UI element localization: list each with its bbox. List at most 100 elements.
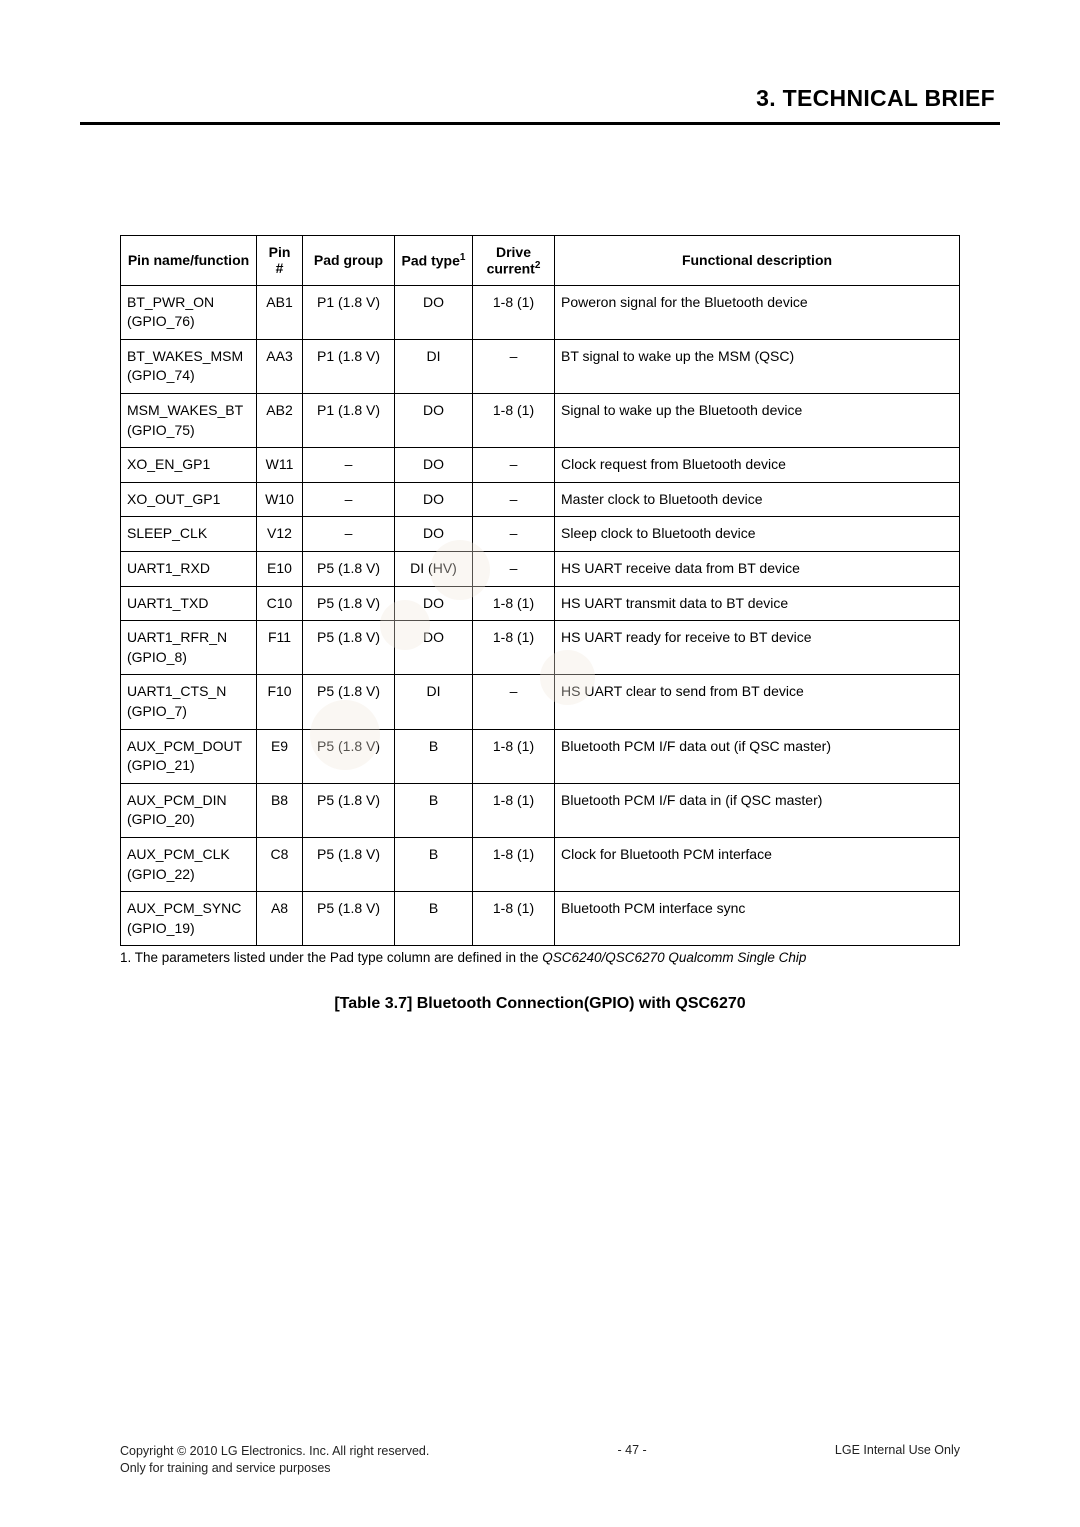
table-row: UART1_RXDE10P5 (1.8 V)DI (HV)–HS UART re… bbox=[121, 552, 960, 587]
table-row: AUX_PCM_DIN(GPIO_20)B8P5 (1.8 V)B1-8 (1)… bbox=[121, 783, 960, 837]
footnote-line: 1. The parameters listed under the Pad t… bbox=[120, 950, 960, 965]
cell-pad-type: DO bbox=[395, 394, 473, 448]
cell-pin-num: V12 bbox=[257, 517, 303, 552]
section-title: 3. TECHNICAL BRIEF bbox=[80, 85, 1000, 122]
table-row: UART1_RFR_N(GPIO_8)F11P5 (1.8 V)DO1-8 (1… bbox=[121, 621, 960, 675]
table-row: MSM_WAKES_BT(GPIO_75)AB2P1 (1.8 V)DO1-8 … bbox=[121, 394, 960, 448]
cell-pin-name: AUX_PCM_SYNC(GPIO_19) bbox=[121, 892, 257, 946]
col-header-drive: Drive current2 bbox=[473, 236, 555, 286]
cell-pin-name: XO_EN_GP1 bbox=[121, 448, 257, 483]
table-row: BT_WAKES_MSM(GPIO_74)AA3P1 (1.8 V)DI–BT … bbox=[121, 339, 960, 393]
cell-pad-group: P1 (1.8 V) bbox=[303, 285, 395, 339]
cell-description: Bluetooth PCM I/F data out (if QSC maste… bbox=[555, 729, 960, 783]
cell-pin-num: C10 bbox=[257, 586, 303, 621]
cell-pad-group: P5 (1.8 V) bbox=[303, 675, 395, 729]
col-header-func-desc: Functional description bbox=[555, 236, 960, 286]
cell-pin-name: BT_WAKES_MSM(GPIO_74) bbox=[121, 339, 257, 393]
cell-pin-name: UART1_CTS_N(GPIO_7) bbox=[121, 675, 257, 729]
cell-description: Clock request from Bluetooth device bbox=[555, 448, 960, 483]
cell-pad-type: DI bbox=[395, 339, 473, 393]
cell-pin-num: W11 bbox=[257, 448, 303, 483]
cell-description: Master clock to Bluetooth device bbox=[555, 482, 960, 517]
table-container: Pin name/function Pin # Pad group Pad ty… bbox=[120, 235, 960, 946]
cell-drive-current: – bbox=[473, 339, 555, 393]
cell-description: HS UART ready for receive to BT device bbox=[555, 621, 960, 675]
col-header-pad-type: Pad type1 bbox=[395, 236, 473, 286]
cell-pad-group: P5 (1.8 V) bbox=[303, 783, 395, 837]
table-row: UART1_TXDC10P5 (1.8 V)DO1-8 (1)HS UART t… bbox=[121, 586, 960, 621]
cell-drive-current: 1-8 (1) bbox=[473, 586, 555, 621]
cell-description: Bluetooth PCM interface sync bbox=[555, 892, 960, 946]
cell-drive-current: 1-8 (1) bbox=[473, 621, 555, 675]
footer-right: LGE Internal Use Only bbox=[835, 1443, 960, 1457]
col-header-pin-name: Pin name/function bbox=[121, 236, 257, 286]
col-header-pin-num: Pin # bbox=[257, 236, 303, 286]
table-header-row: Pin name/function Pin # Pad group Pad ty… bbox=[121, 236, 960, 286]
cell-pin-num: F11 bbox=[257, 621, 303, 675]
cell-pin-name: UART1_RFR_N(GPIO_8) bbox=[121, 621, 257, 675]
cell-description: HS UART receive data from BT device bbox=[555, 552, 960, 587]
cell-pin-num: B8 bbox=[257, 783, 303, 837]
cell-description: Bluetooth PCM I/F data in (if QSC master… bbox=[555, 783, 960, 837]
cell-drive-current: 1-8 (1) bbox=[473, 837, 555, 891]
cell-pin-name: UART1_TXD bbox=[121, 586, 257, 621]
cell-description: HS UART clear to send from BT device bbox=[555, 675, 960, 729]
cell-drive-current: 1-8 (1) bbox=[473, 729, 555, 783]
table-body: BT_PWR_ON(GPIO_76)AB1P1 (1.8 V)DO1-8 (1)… bbox=[121, 285, 960, 946]
cell-drive-current: – bbox=[473, 552, 555, 587]
cell-pin-num: E10 bbox=[257, 552, 303, 587]
cell-drive-current: – bbox=[473, 482, 555, 517]
table-row: BT_PWR_ON(GPIO_76)AB1P1 (1.8 V)DO1-8 (1)… bbox=[121, 285, 960, 339]
cell-pin-num: W10 bbox=[257, 482, 303, 517]
cell-pad-group: P5 (1.8 V) bbox=[303, 729, 395, 783]
cell-drive-current: 1-8 (1) bbox=[473, 394, 555, 448]
cell-pad-type: B bbox=[395, 892, 473, 946]
cell-pad-type: DI bbox=[395, 675, 473, 729]
cell-pad-type: DO bbox=[395, 586, 473, 621]
cell-pad-type: B bbox=[395, 837, 473, 891]
cell-description: HS UART transmit data to BT device bbox=[555, 586, 960, 621]
document-page: 3. TECHNICAL BRIEF Pin name/function Pin… bbox=[0, 0, 1080, 1527]
cell-pad-type: DO bbox=[395, 448, 473, 483]
purpose-line: Only for training and service purposes bbox=[120, 1460, 429, 1477]
cell-pad-group: P1 (1.8 V) bbox=[303, 339, 395, 393]
cell-drive-current: 1-8 (1) bbox=[473, 783, 555, 837]
cell-pad-type: DI (HV) bbox=[395, 552, 473, 587]
table-row: AUX_PCM_DOUT(GPIO_21)E9P5 (1.8 V)B1-8 (1… bbox=[121, 729, 960, 783]
cell-pin-name: BT_PWR_ON(GPIO_76) bbox=[121, 285, 257, 339]
cell-description: Signal to wake up the Bluetooth device bbox=[555, 394, 960, 448]
cell-pad-group: P5 (1.8 V) bbox=[303, 552, 395, 587]
cell-pad-group: P5 (1.8 V) bbox=[303, 586, 395, 621]
cell-pad-type: B bbox=[395, 729, 473, 783]
header-rule bbox=[80, 122, 1000, 125]
cell-pad-group: – bbox=[303, 448, 395, 483]
cell-pad-group: P5 (1.8 V) bbox=[303, 837, 395, 891]
footnote-italic: QSC6240/QSC6270 Qualcomm Single Chip bbox=[542, 950, 806, 965]
cell-pin-name: SLEEP_CLK bbox=[121, 517, 257, 552]
col-header-pad-group: Pad group bbox=[303, 236, 395, 286]
cell-pin-num: AB1 bbox=[257, 285, 303, 339]
cell-pin-name: XO_OUT_GP1 bbox=[121, 482, 257, 517]
cell-pin-num: AA3 bbox=[257, 339, 303, 393]
table-row: XO_OUT_GP1W10–DO–Master clock to Bluetoo… bbox=[121, 482, 960, 517]
cell-pin-name: MSM_WAKES_BT(GPIO_75) bbox=[121, 394, 257, 448]
cell-pad-type: DO bbox=[395, 285, 473, 339]
cell-pin-num: AB2 bbox=[257, 394, 303, 448]
cell-drive-current: – bbox=[473, 517, 555, 552]
cell-pin-name: AUX_PCM_CLK(GPIO_22) bbox=[121, 837, 257, 891]
table-row: UART1_CTS_N(GPIO_7)F10P5 (1.8 V)DI–HS UA… bbox=[121, 675, 960, 729]
table-caption: [Table 3.7] Bluetooth Connection(GPIO) w… bbox=[80, 995, 1000, 1013]
cell-pad-group: – bbox=[303, 482, 395, 517]
footnote-prefix: 1. The parameters listed under the Pad t… bbox=[120, 950, 542, 965]
cell-pad-group: – bbox=[303, 517, 395, 552]
copyright-line: Copyright © 2010 LG Electronics. Inc. Al… bbox=[120, 1443, 429, 1460]
cell-description: Sleep clock to Bluetooth device bbox=[555, 517, 960, 552]
cell-pad-type: B bbox=[395, 783, 473, 837]
cell-description: Clock for Bluetooth PCM interface bbox=[555, 837, 960, 891]
cell-description: BT signal to wake up the MSM (QSC) bbox=[555, 339, 960, 393]
table-row: AUX_PCM_CLK(GPIO_22)C8P5 (1.8 V)B1-8 (1)… bbox=[121, 837, 960, 891]
footer-left: Copyright © 2010 LG Electronics. Inc. Al… bbox=[120, 1443, 429, 1477]
cell-pad-group: P1 (1.8 V) bbox=[303, 394, 395, 448]
footer-page-number: - 47 - bbox=[618, 1443, 647, 1457]
cell-pin-num: C8 bbox=[257, 837, 303, 891]
